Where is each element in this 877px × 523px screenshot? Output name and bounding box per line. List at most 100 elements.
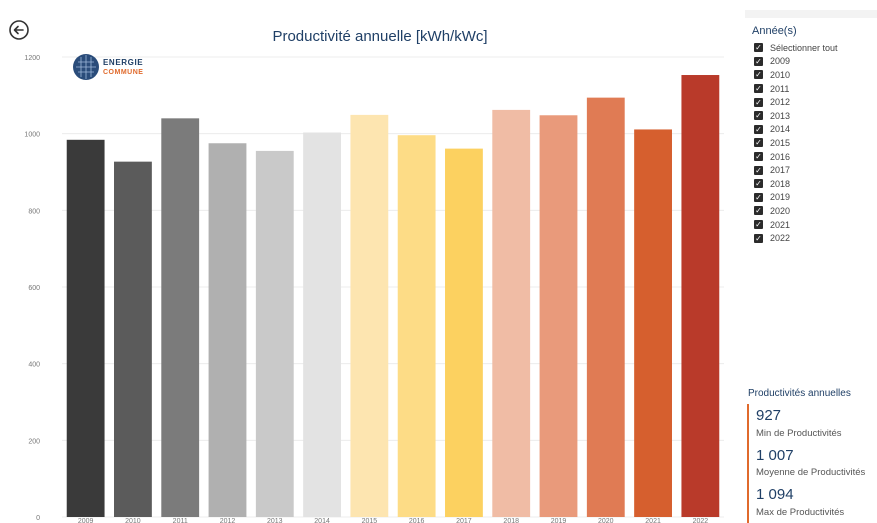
slicer-item-2009[interactable]: ✓ 2009 (754, 55, 877, 69)
slicer-item-2017[interactable]: ✓ 2017 (754, 163, 877, 177)
slicer-item-2021[interactable]: ✓ 2021 (754, 218, 877, 232)
x-tick-label: 2010 (125, 518, 141, 523)
x-tick-label: 2011 (173, 518, 188, 523)
chart-title: Productivité annuelle [kWh/kWc] (272, 28, 488, 45)
slicer-item-2010[interactable]: ✓ 2010 (754, 68, 877, 82)
logo-text-commune: COMMUNE (103, 69, 144, 76)
checkbox-icon[interactable]: ✓ (754, 84, 763, 94)
bar-2011[interactable] (161, 118, 200, 517)
checkbox-icon[interactable]: ✓ (754, 70, 763, 80)
kpi-max-label: Max de Productivités (756, 507, 845, 518)
kpi-accent-bar (747, 404, 749, 523)
x-tick-label: 2013 (267, 518, 283, 523)
checkbox-icon[interactable]: ✓ (754, 138, 763, 148)
slicer-list: ✓ Sélectionner tout ✓ 2009 ✓ 2010 ✓ 2011 ✓ 2012… (745, 41, 877, 245)
slicer-item-label: 2014 (770, 124, 791, 135)
slicer-item-label: Sélectionner tout (770, 42, 838, 53)
slicer-item-2015[interactable]: ✓ 2015 (754, 136, 877, 150)
slicer-item-select-all[interactable]: ✓ Sélectionner tout (754, 41, 877, 55)
slicer-title: Année(s) (752, 25, 797, 37)
checkbox-icon[interactable]: ✓ (754, 56, 763, 66)
slicer-item-label: 2022 (770, 233, 791, 244)
back-arrow-icon (9, 20, 29, 40)
bar-2019[interactable] (539, 115, 578, 518)
slicer-item-label: 2012 (770, 97, 791, 108)
slicer-item-label: 2018 (770, 178, 791, 189)
back-button[interactable] (8, 19, 30, 41)
x-tick-label: 2017 (456, 518, 472, 523)
bar-2014[interactable] (303, 132, 341, 517)
y-tick-label: 0 (36, 515, 40, 522)
bar-2022[interactable] (681, 75, 720, 518)
slicer-item-label: 2010 (770, 69, 791, 80)
checkbox-icon[interactable]: ✓ (754, 206, 763, 216)
bar-2009[interactable] (66, 139, 105, 518)
x-tick-label: 2015 (362, 518, 378, 523)
slicer-item-2013[interactable]: ✓ 2013 (754, 109, 877, 123)
slicer-item-label: 2009 (770, 56, 791, 67)
slicer-item-2011[interactable]: ✓ 2011 (754, 82, 877, 96)
checkbox-icon[interactable]: ✓ (754, 152, 763, 162)
slicer-item-2012[interactable]: ✓ 2012 (754, 95, 877, 109)
checkbox-icon[interactable]: ✓ (754, 165, 763, 175)
x-tick-label: 2020 (598, 518, 614, 523)
slicer-item-label: 2020 (770, 205, 791, 216)
bar-2016[interactable] (397, 135, 436, 517)
x-tick-label: 2009 (78, 518, 94, 523)
bar-2017[interactable] (445, 148, 483, 517)
checkbox-icon[interactable]: ✓ (754, 220, 763, 230)
checkbox-icon[interactable]: ✓ (754, 111, 763, 121)
bar-2018[interactable] (492, 109, 531, 518)
slicer-item-2016[interactable]: ✓ 2016 (754, 150, 877, 164)
checkbox-icon[interactable]: ✓ (754, 43, 763, 53)
logo-globe-icon (73, 54, 99, 80)
bar-2015[interactable] (350, 114, 389, 517)
bar-2020[interactable] (586, 97, 625, 517)
x-tick-label: 2022 (693, 518, 709, 523)
bar-2010[interactable] (114, 161, 152, 517)
bar-2013[interactable] (255, 150, 294, 517)
slicer-item-label: 2016 (770, 151, 791, 162)
slicer-item-label: 2021 (770, 219, 791, 230)
checkbox-icon[interactable]: ✓ (754, 124, 763, 134)
logo: ENERGIE COMMUNE (72, 53, 152, 85)
checkbox-icon[interactable]: ✓ (754, 179, 763, 189)
y-tick-label: 1000 (24, 132, 40, 139)
x-tick-label: 2018 (503, 518, 519, 523)
slicer-item-2019[interactable]: ✓ 2019 (754, 191, 877, 205)
kpi-title: Productivités annuelles (748, 388, 851, 399)
kpi-avg-label: Moyenne de Productivités (756, 467, 866, 478)
slicer-item-2020[interactable]: ✓ 2020 (754, 204, 877, 218)
slicer-item-2014[interactable]: ✓ 2014 (754, 123, 877, 137)
kpi-avg-value: 1 007 (756, 447, 794, 464)
slicer-item-label: 2017 (770, 165, 791, 176)
checkbox-icon[interactable]: ✓ (754, 97, 763, 107)
slicer-item-label: 2013 (770, 110, 791, 121)
bar-2021[interactable] (634, 129, 672, 517)
checkbox-icon[interactable]: ✓ (754, 192, 763, 202)
slicer-item-label: 2011 (770, 83, 790, 94)
slicer-item-label: 2015 (770, 137, 791, 148)
year-slicer: Année(s) ✓ Sélectionner tout ✓ 2009 ✓ 2010 ✓… (745, 10, 877, 245)
bar-2012[interactable] (208, 143, 247, 517)
y-tick-label: 400 (28, 362, 40, 369)
kpi-min-value: 927 (756, 407, 782, 424)
y-tick-label: 1200 (24, 55, 40, 62)
x-tick-label: 2021 (645, 518, 661, 523)
logo-text-energie: ENERGIE (103, 58, 144, 67)
slicer-item-2022[interactable]: ✓ 2022 (754, 231, 877, 245)
slicer-item-label: 2019 (770, 192, 791, 203)
y-tick-label: 800 (28, 208, 40, 215)
y-tick-label: 600 (28, 285, 40, 292)
kpi-max-value: 1 094 (756, 486, 794, 503)
slicer-header (745, 10, 877, 18)
checkbox-icon[interactable]: ✓ (754, 233, 763, 243)
x-tick-label: 2014 (314, 518, 330, 523)
kpi-min-label: Min de Productivités (756, 428, 842, 439)
slicer-item-2018[interactable]: ✓ 2018 (754, 177, 877, 191)
x-tick-label: 2012 (220, 518, 236, 523)
x-tick-label: 2019 (551, 518, 567, 523)
y-tick-label: 200 (28, 438, 40, 445)
x-tick-label: 2016 (409, 518, 425, 523)
